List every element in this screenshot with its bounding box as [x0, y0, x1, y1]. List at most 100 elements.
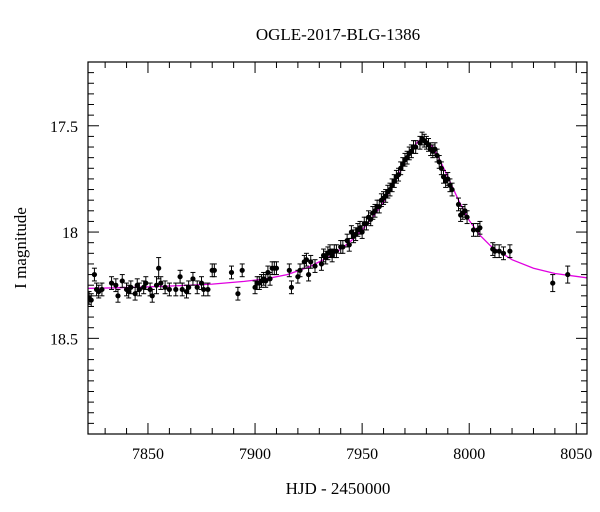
- data-marker: [128, 284, 134, 290]
- data-point: [179, 282, 185, 297]
- data-point: [149, 288, 155, 303]
- data-marker: [177, 274, 183, 280]
- data-point: [333, 244, 340, 259]
- data-marker: [149, 293, 155, 299]
- data-marker: [119, 278, 125, 284]
- data-marker: [340, 244, 346, 250]
- data-marker: [252, 284, 258, 290]
- data-marker: [327, 248, 333, 254]
- data-point: [297, 263, 303, 278]
- data-marker: [372, 208, 378, 214]
- data-marker: [263, 278, 269, 284]
- data-marker: [113, 282, 119, 288]
- data-marker: [239, 267, 245, 273]
- data-point: [205, 282, 211, 297]
- data-marker: [297, 267, 303, 273]
- data-marker: [389, 182, 395, 188]
- data-marker: [464, 214, 470, 220]
- data-point: [273, 261, 280, 276]
- data-marker: [408, 148, 414, 154]
- data-marker: [323, 254, 329, 261]
- data-marker: [143, 280, 149, 286]
- data-point: [318, 257, 325, 271]
- data-marker: [449, 186, 455, 193]
- data-marker: [126, 288, 132, 295]
- data-marker: [348, 229, 355, 235]
- data-marker: [353, 231, 359, 237]
- data-marker: [425, 142, 432, 148]
- data-marker: [404, 155, 410, 161]
- data-point: [153, 276, 160, 295]
- x-tick-label: 7950: [346, 446, 378, 463]
- data-point: [173, 282, 179, 297]
- data-marker: [417, 140, 423, 146]
- y-tick-label: 17.5: [50, 119, 78, 136]
- data-point: [500, 246, 507, 261]
- data-marker: [329, 252, 335, 259]
- data-marker: [288, 284, 295, 290]
- data-marker: [455, 201, 462, 208]
- data-point: [464, 210, 470, 225]
- data-point: [162, 280, 168, 295]
- data-marker: [190, 276, 196, 282]
- data-point: [308, 254, 314, 269]
- data-marker: [440, 174, 447, 180]
- data-marker: [158, 280, 164, 286]
- data-marker: [166, 286, 172, 293]
- data-point: [156, 257, 162, 280]
- data-point: [166, 282, 172, 297]
- data-point: [235, 286, 241, 301]
- x-axis-label: HJD - 2450000: [286, 479, 391, 498]
- data-marker: [344, 237, 350, 244]
- data-marker: [162, 284, 168, 290]
- data-point: [312, 259, 318, 273]
- data-marker: [173, 286, 179, 293]
- data-point: [565, 265, 571, 284]
- data-marker: [357, 225, 363, 231]
- data-point: [239, 263, 245, 278]
- data-point: [128, 280, 134, 295]
- data-marker: [492, 248, 498, 254]
- data-point: [136, 282, 142, 297]
- data-point: [286, 263, 292, 278]
- data-marker: [205, 286, 211, 293]
- data-point: [340, 240, 346, 254]
- data-point: [477, 220, 483, 235]
- data-marker: [194, 284, 200, 290]
- data-marker: [387, 186, 393, 193]
- data-marker: [115, 293, 121, 299]
- data-point: [158, 276, 164, 290]
- y-tick-label: 18: [62, 225, 78, 242]
- data-marker: [507, 248, 513, 254]
- data-point: [470, 223, 477, 237]
- data-point: [359, 225, 365, 239]
- data-marker: [398, 165, 404, 171]
- data-marker: [286, 267, 292, 273]
- data-marker: [438, 165, 444, 171]
- data-point: [201, 282, 207, 297]
- data-point: [492, 244, 498, 259]
- data-point: [305, 267, 312, 282]
- data-marker: [500, 250, 507, 256]
- y-axis-label: I magnitude: [11, 207, 30, 289]
- data-marker: [477, 225, 483, 231]
- data-marker: [99, 286, 105, 293]
- data-point: [91, 267, 98, 282]
- data-marker: [186, 284, 192, 290]
- plot-area: [88, 131, 587, 307]
- data-point: [186, 280, 192, 295]
- data-point: [550, 274, 556, 293]
- data-point: [99, 282, 105, 297]
- data-marker: [136, 286, 142, 293]
- data-marker: [308, 259, 314, 265]
- data-point: [143, 276, 149, 290]
- model-curve: [88, 137, 587, 290]
- data-point: [119, 274, 125, 288]
- x-tick-label: 8050: [560, 446, 592, 463]
- data-marker: [153, 282, 160, 288]
- data-marker: [391, 178, 397, 184]
- data-point: [177, 269, 183, 284]
- y-tick-label: 18.5: [50, 331, 78, 348]
- data-point: [303, 252, 310, 267]
